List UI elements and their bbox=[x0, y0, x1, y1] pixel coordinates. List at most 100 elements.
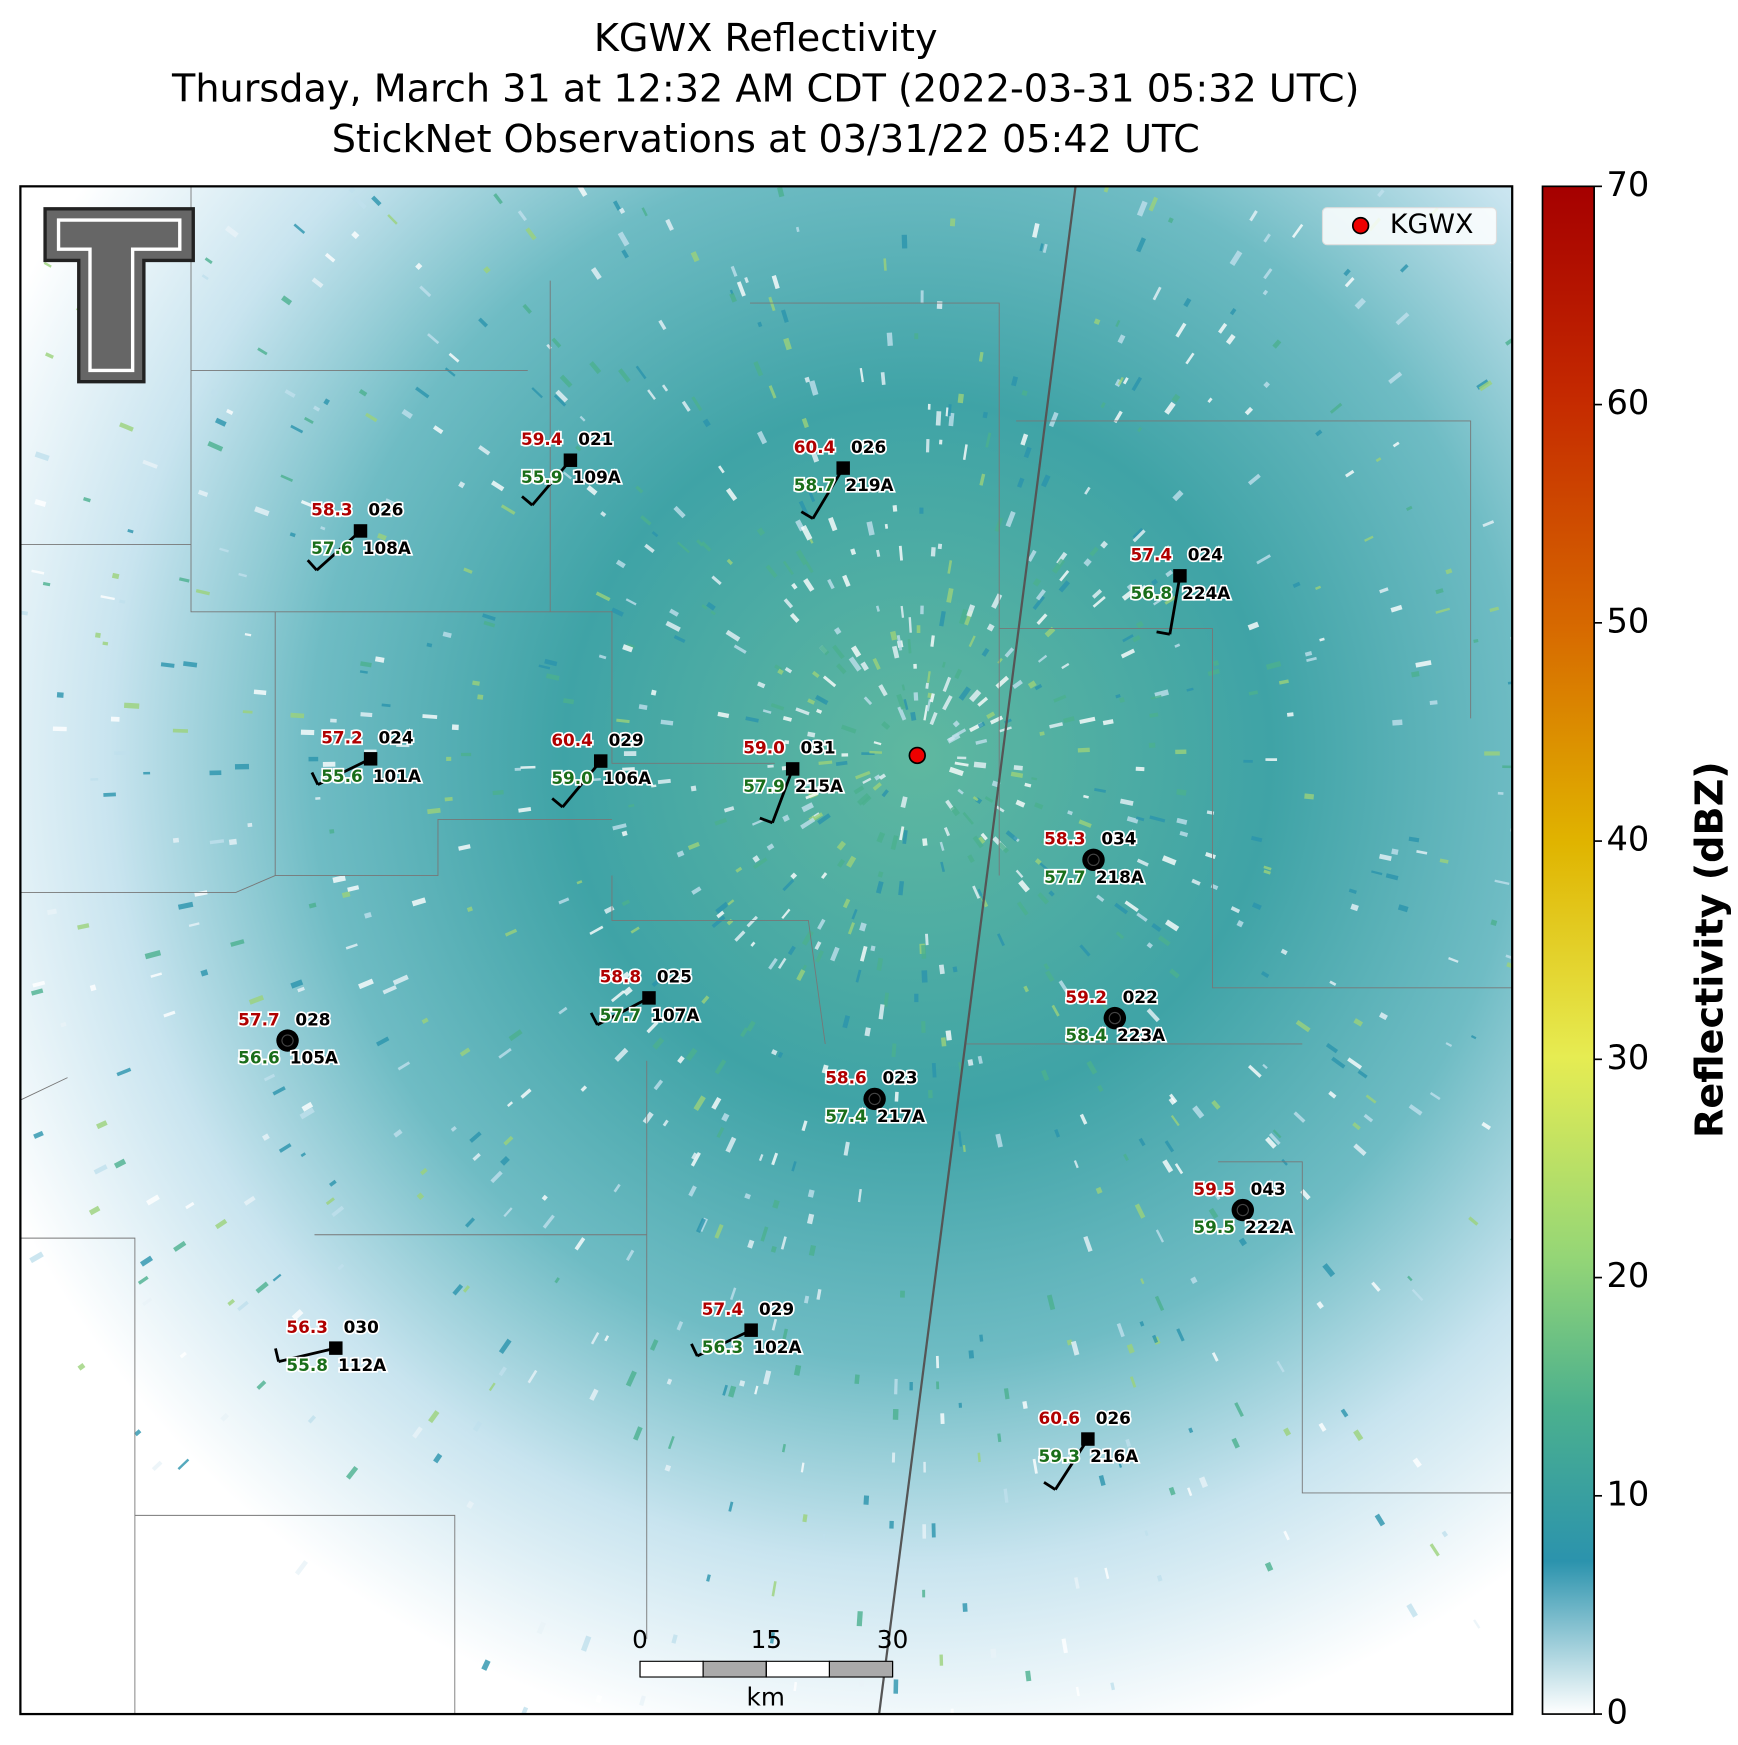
radar-gate bbox=[446, 757, 451, 761]
wind-value: 024 bbox=[378, 728, 413, 748]
colorbar-tick-label: 60 bbox=[1606, 383, 1649, 422]
radar-gate bbox=[569, 162, 580, 176]
radar-gate bbox=[330, 719, 337, 723]
radar-gate bbox=[932, 1523, 936, 1537]
radar-gate bbox=[1502, 765, 1512, 768]
radar-gate bbox=[1642, 1110, 1657, 1121]
radar-gate bbox=[1527, 846, 1541, 852]
colorbar-tick-label: 20 bbox=[1606, 1256, 1649, 1295]
radar-gate bbox=[889, 1521, 894, 1529]
dewpoint: 55.9 bbox=[521, 467, 563, 487]
radar-gate bbox=[917, 625, 921, 633]
radar-gate bbox=[1607, 993, 1617, 1001]
station-marker bbox=[329, 1341, 342, 1354]
radar-gate bbox=[922, 838, 927, 846]
temperature: 60.4 bbox=[794, 437, 836, 457]
radar-gate bbox=[1629, 230, 1637, 237]
radar-gate bbox=[1724, 177, 1734, 186]
wind-value: 022 bbox=[1123, 987, 1158, 1007]
radar-gate bbox=[1561, 146, 1570, 155]
radar-gate bbox=[1566, 132, 1575, 141]
station-id: 112A bbox=[338, 1355, 386, 1375]
radar-gate bbox=[1149, 743, 1156, 748]
radar-gate bbox=[290, 713, 304, 719]
radar-gate bbox=[857, 1611, 863, 1626]
temperature: 58.6 bbox=[825, 1068, 867, 1088]
radar-gate bbox=[1519, 919, 1528, 925]
radar-gate bbox=[990, 1649, 996, 1658]
dewpoint: 59.3 bbox=[1038, 1446, 1080, 1466]
radar-gate bbox=[894, 1379, 898, 1395]
radar-gate bbox=[57, 692, 64, 698]
radar-gate bbox=[841, 753, 848, 756]
radar-gate bbox=[639, 4, 647, 14]
radar-gate bbox=[217, 116, 229, 128]
radar-gate bbox=[914, 692, 919, 700]
station-id: 215A bbox=[795, 776, 843, 796]
radar-gate bbox=[1668, 355, 1675, 361]
title-line: StickNet Observations at 03/31/22 05:42 … bbox=[332, 117, 1200, 161]
radar-gate bbox=[211, 159, 217, 164]
radar-gate bbox=[920, 606, 924, 615]
station-id: 108A bbox=[363, 538, 411, 558]
station-marker bbox=[1173, 569, 1186, 582]
radar-gate bbox=[863, 1495, 869, 1504]
radar-gate bbox=[1194, 1728, 1201, 1740]
temperature: 57.4 bbox=[702, 1299, 744, 1319]
radar-gate bbox=[936, 1381, 939, 1389]
radar-gate bbox=[1606, 890, 1617, 896]
radar-gate bbox=[1078, 748, 1090, 753]
temperature: 58.3 bbox=[311, 500, 353, 520]
radar-gate bbox=[893, 1409, 899, 1420]
radar-gate bbox=[520, 766, 535, 769]
radar-gate bbox=[285, 17, 292, 24]
radar-gate bbox=[936, 411, 942, 425]
radar-gate bbox=[938, 544, 942, 549]
radar-gate bbox=[1494, 105, 1507, 118]
radar-gate bbox=[1581, 164, 1591, 174]
radar-gate bbox=[1431, 0, 1442, 3]
radar-gate bbox=[784, 1715, 788, 1724]
colorbar-label: Reflectivity (dBZ) bbox=[1687, 761, 1731, 1138]
station-marker bbox=[642, 991, 655, 1004]
radar-gate bbox=[999, 0, 1002, 3]
radar-gate bbox=[315, 797, 320, 800]
wind-value: 030 bbox=[344, 1317, 379, 1337]
radar-gate bbox=[1686, 1348, 1698, 1359]
radar-gate bbox=[288, 5, 293, 10]
radar-gate bbox=[445, 797, 453, 801]
radar-gate bbox=[1603, 1139, 1614, 1147]
wind-value: 024 bbox=[1188, 545, 1223, 565]
radar-gate bbox=[913, 664, 917, 669]
radar-gate bbox=[8, 531, 14, 535]
radar-gate bbox=[1709, 158, 1720, 168]
radar-gate bbox=[887, 332, 893, 346]
radar-gate bbox=[384, 0, 396, 14]
radar-gate bbox=[1529, 1377, 1541, 1389]
radar-gate bbox=[691, 786, 697, 792]
radar-gate bbox=[1695, 444, 1707, 452]
radar-gate bbox=[1663, 740, 1671, 745]
radar-gate bbox=[506, 5, 517, 18]
radar-gate bbox=[1581, 2, 1588, 9]
radar-gate bbox=[958, 394, 964, 404]
radar-gate bbox=[914, 333, 918, 339]
radar-gate bbox=[207, 164, 214, 171]
scale-unit: km bbox=[747, 1682, 785, 1711]
station-id: 219A bbox=[845, 475, 893, 495]
radar-gate bbox=[1392, 719, 1402, 725]
dewpoint: 59.0 bbox=[551, 768, 593, 788]
radar-gate bbox=[329, 829, 334, 834]
radar-gate bbox=[1034, 17, 1042, 32]
radar-gate bbox=[928, 404, 931, 410]
station-id: 217A bbox=[877, 1106, 925, 1126]
radar-gate bbox=[1693, 1268, 1702, 1277]
dewpoint: 57.7 bbox=[600, 1005, 642, 1025]
radar-gate bbox=[854, 1374, 859, 1384]
radar-gate bbox=[309, 757, 319, 762]
wind-value: 029 bbox=[759, 1299, 794, 1319]
reflectivity-field bbox=[20, 186, 1512, 1714]
radar-gate bbox=[1014, 765, 1023, 770]
radar-gate bbox=[1485, 110, 1493, 118]
